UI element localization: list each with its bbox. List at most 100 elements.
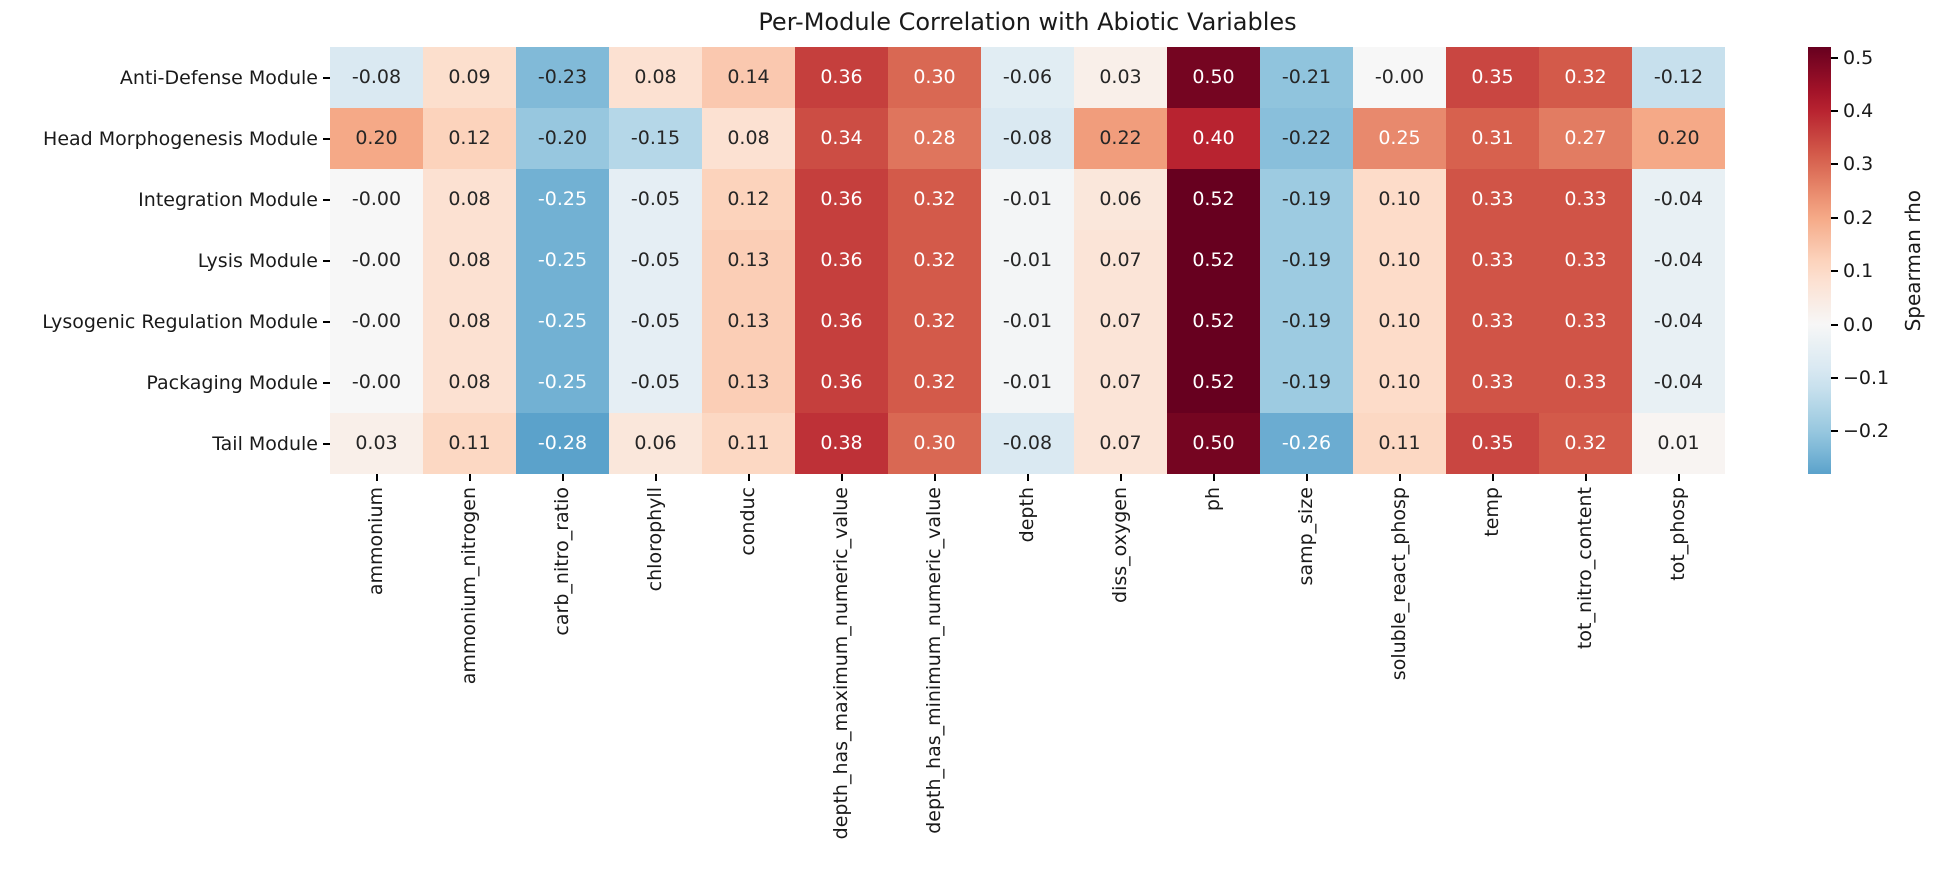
heatmap-cell: 0.38 — [795, 413, 888, 474]
x-tick-mark — [1677, 474, 1680, 481]
x-tick-label: diss_oxygen — [1074, 487, 1167, 603]
y-axis-labels: Anti-Defense Module Head Morphogenesis Mo… — [0, 47, 330, 474]
x-tick-label: conduc — [702, 487, 795, 556]
y-tick-mark — [323, 198, 330, 201]
heatmap-cell: 0.08 — [423, 352, 516, 413]
heatmap-cell: 0.50 — [1167, 413, 1260, 474]
heatmap-cell: 0.07 — [1074, 413, 1167, 474]
x-tick-mark — [468, 474, 471, 481]
heatmap-cell: -0.08 — [981, 413, 1074, 474]
heatmap-cell: -0.08 — [330, 47, 423, 108]
colorbar-axis-label-text: Spearman rho — [1901, 189, 1925, 332]
y-tick-label-text: Lysis Module — [197, 249, 318, 272]
heatmap-cell: -0.21 — [1260, 47, 1353, 108]
heatmap-cell: -0.04 — [1632, 169, 1725, 230]
heatmap-cell: -0.19 — [1260, 230, 1353, 291]
heatmap-cell: -0.25 — [516, 291, 609, 352]
heatmap-cell: 0.06 — [1074, 169, 1167, 230]
heatmap-cell: 0.34 — [795, 108, 888, 169]
heatmap-cell: -0.19 — [1260, 169, 1353, 230]
x-tick-label-text: ammonium_nitrogen — [458, 487, 480, 685]
heatmap-cell: 0.32 — [888, 230, 981, 291]
x-tick-mark — [1305, 474, 1308, 481]
heatmap-cell: 0.35 — [1446, 47, 1539, 108]
heatmap-cell: 0.10 — [1353, 291, 1446, 352]
heatmap-cell: 0.32 — [888, 291, 981, 352]
heatmap-cell: -0.28 — [516, 413, 609, 474]
heatmap-cell: -0.20 — [516, 108, 609, 169]
x-tick-label: ph — [1167, 487, 1260, 511]
heatmap-cell: 0.40 — [1167, 108, 1260, 169]
heatmap-cell: 0.33 — [1446, 169, 1539, 230]
x-tick-label: depth — [981, 487, 1074, 542]
x-tick-label-text: ammonium — [365, 487, 387, 596]
heatmap-cell: -0.00 — [330, 291, 423, 352]
heatmap-cell: 0.12 — [702, 169, 795, 230]
y-tick-label-text: Packaging Module — [146, 371, 318, 394]
x-tick-label: temp — [1446, 487, 1539, 537]
heatmap-cell: 0.08 — [423, 169, 516, 230]
heatmap-cell: 0.52 — [1167, 291, 1260, 352]
heatmap-cell: -0.26 — [1260, 413, 1353, 474]
colorbar-tick-label: 0.2 — [1843, 206, 1874, 229]
heatmap-cell: 0.35 — [1446, 413, 1539, 474]
colorbar-tick-mark — [1831, 270, 1838, 273]
heatmap-cell: 0.33 — [1539, 352, 1632, 413]
x-tick-label-text: depth — [1016, 487, 1038, 543]
heatmap-cell: 0.31 — [1446, 108, 1539, 169]
heatmap-cell: 0.12 — [423, 108, 516, 169]
heatmap-cell: 0.10 — [1353, 352, 1446, 413]
heatmap-cell: 0.10 — [1353, 230, 1446, 291]
chart-title: Per-Module Correlation with Abiotic Vari… — [758, 8, 1297, 36]
heatmap-cell: 0.32 — [888, 169, 981, 230]
y-tick-label: Lysogenic Regulation Module — [0, 291, 330, 352]
x-tick-label-text: temp — [1481, 487, 1503, 537]
heatmap-cell: 0.33 — [1446, 291, 1539, 352]
heatmap-cell: 0.50 — [1167, 47, 1260, 108]
y-tick-label: Packaging Module — [0, 352, 330, 413]
heatmap-cell: 0.08 — [423, 291, 516, 352]
y-tick-mark — [323, 259, 330, 262]
heatmap-cell: -0.25 — [516, 169, 609, 230]
heatmap-cell: -0.05 — [609, 352, 702, 413]
colorbar-tick-label: −0.1 — [1843, 366, 1890, 389]
heatmap-cell: 0.13 — [702, 230, 795, 291]
y-tick-label: Head Morphogenesis Module — [0, 108, 330, 169]
x-tick-label-text: soluble_react_phosp — [1388, 487, 1410, 681]
heatmap-cell: -0.23 — [516, 47, 609, 108]
x-tick-label: chlorophyll — [609, 487, 702, 591]
heatmap-cell: 0.36 — [795, 169, 888, 230]
x-tick-label-text: diss_oxygen — [1109, 487, 1131, 603]
x-tick-mark — [1584, 474, 1587, 481]
x-tick-label: depth_has_maximum_numeric_value — [795, 487, 888, 839]
colorbar-tick-label: 0.1 — [1843, 260, 1874, 283]
heatmap-cell: -0.08 — [981, 108, 1074, 169]
y-tick-mark — [323, 381, 330, 384]
heatmap-cell: 0.09 — [423, 47, 516, 108]
heatmap-cell: 0.03 — [1074, 47, 1167, 108]
colorbar-tick-mark — [1831, 323, 1838, 326]
heatmap-cell: -0.05 — [609, 169, 702, 230]
x-tick-label-text: carb_nitro_ratio — [551, 487, 573, 636]
heatmap-cell: -0.25 — [516, 352, 609, 413]
heatmap-cell: 0.20 — [1632, 108, 1725, 169]
heatmap-cell: 0.13 — [702, 352, 795, 413]
x-tick-label-text: tot_nitro_content — [1574, 487, 1596, 650]
x-tick-label: tot_nitro_content — [1539, 487, 1632, 649]
x-axis-labels: ammonium ammonium_nitrogen carb_nitro_rati… — [330, 487, 1725, 877]
colorbar-tick-label: 0.4 — [1843, 100, 1874, 123]
x-axis-tick-marks — [330, 474, 1725, 481]
heatmap-cell: 0.52 — [1167, 169, 1260, 230]
heatmap-cell: -0.00 — [330, 352, 423, 413]
heatmap-cell: 0.33 — [1539, 169, 1632, 230]
colorbar-tick-mark — [1831, 110, 1838, 113]
heatmap-cell: -0.01 — [981, 230, 1074, 291]
x-tick-label: samp_size — [1260, 487, 1353, 585]
heatmap-cell: 0.08 — [609, 47, 702, 108]
x-tick-mark — [840, 474, 843, 481]
colorbar-tick-mark — [1831, 430, 1838, 433]
heatmap-cell: -0.05 — [609, 230, 702, 291]
heatmap-cell: 0.36 — [795, 230, 888, 291]
heatmap-cell: 0.13 — [702, 291, 795, 352]
x-tick-mark — [933, 474, 936, 481]
